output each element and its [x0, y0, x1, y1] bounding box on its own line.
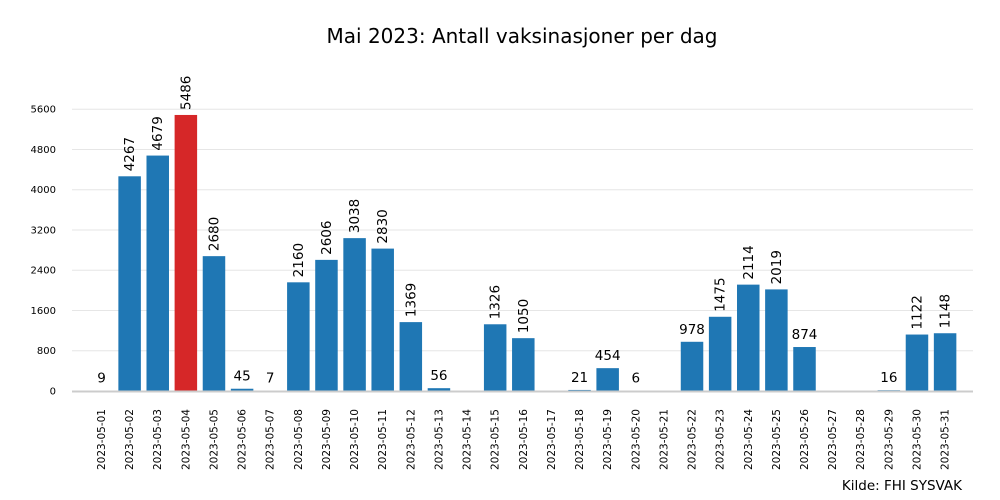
x-tick-label-2023-05-22: 2023-05-22	[687, 409, 699, 470]
value-label-2023-05-06: 45	[234, 369, 251, 385]
value-label-2023-05-29: 16	[880, 370, 897, 386]
bar-2023-05-15	[483, 324, 507, 391]
x-tick-label-2023-05-10: 2023-05-10	[349, 409, 361, 470]
value-label-2023-05-18: 21	[571, 370, 588, 386]
x-tick-label-2023-05-13: 2023-05-13	[433, 409, 445, 470]
value-label-2023-05-15: 1326	[488, 285, 504, 319]
bar-2023-05-06	[230, 388, 254, 391]
bar-2023-05-22	[680, 341, 704, 391]
x-tick-label-2023-05-11: 2023-05-11	[377, 409, 389, 470]
x-tick-label-2023-05-09: 2023-05-09	[321, 409, 333, 470]
value-label-2023-05-22: 978	[679, 322, 705, 338]
bar-2023-05-25	[765, 289, 788, 391]
chart-title: Mai 2023: Antall vaksinasjoner per dag	[327, 24, 718, 48]
value-label-2023-05-19: 454	[595, 348, 621, 364]
bar-2023-05-31	[933, 333, 957, 391]
value-label-2023-05-10: 3038	[347, 199, 363, 233]
value-labels: 9 4267 4679 5486 2680 45 7 2160 2606 3038 2830 1369…	[97, 76, 953, 387]
x-tick-label-2023-05-04: 2023-05-04	[180, 409, 192, 470]
source-note: Kilde: FHI SYSVAK	[842, 478, 963, 494]
value-label-2023-05-12: 1369	[403, 283, 419, 317]
value-label-2023-05-03: 4679	[150, 116, 166, 150]
bar-2023-05-10	[343, 238, 366, 391]
value-label-2023-05-16: 1050	[516, 299, 532, 333]
x-tick-label-2023-05-03: 2023-05-03	[152, 409, 164, 470]
value-label-2023-05-26: 874	[792, 327, 818, 343]
bar-2023-05-26	[793, 347, 816, 391]
bar-2023-05-05	[202, 256, 226, 391]
x-tick-label-2023-05-15: 2023-05-15	[490, 409, 502, 470]
bar-2023-05-09	[315, 259, 338, 391]
x-tick-label-2023-05-30: 2023-05-30	[911, 409, 923, 470]
bar-2023-05-08	[287, 282, 310, 391]
x-tick-label-2023-05-07: 2023-05-07	[265, 409, 277, 470]
value-label-2023-05-25: 2019	[769, 250, 785, 284]
x-tick-label-2023-05-02: 2023-05-02	[124, 409, 136, 470]
value-label-2023-05-05: 2680	[206, 217, 222, 251]
value-label-2023-05-11: 2830	[375, 209, 391, 243]
value-label-2023-05-30: 1122	[909, 295, 925, 329]
x-tick-label-2023-05-14: 2023-05-14	[462, 409, 474, 470]
value-label-2023-05-07: 7	[266, 371, 275, 387]
y-tick-label: 5600	[31, 105, 56, 116]
bar-2023-05-19	[596, 368, 619, 391]
value-label-2023-05-24: 2114	[741, 245, 757, 279]
value-label-2023-05-13: 56	[430, 368, 447, 384]
y-tick-label: 4800	[31, 145, 56, 156]
value-label-2023-05-31: 1148	[938, 294, 954, 328]
y-axis-ticks: 0 800 1600 2400 3200 4000 4800 5600	[31, 105, 56, 398]
x-tick-label-2023-05-05: 2023-05-05	[208, 409, 220, 470]
x-tick-label-2023-05-08: 2023-05-08	[293, 409, 305, 470]
x-axis-ticks: 2023-05-01 2023-05-02 2023-05-03 2023-05-04…	[96, 409, 952, 470]
y-tick-label: 800	[37, 346, 56, 357]
x-tick-label-2023-05-27: 2023-05-27	[827, 409, 839, 470]
x-tick-label-2023-05-12: 2023-05-12	[405, 409, 417, 470]
bar-2023-05-18	[568, 389, 591, 391]
value-label-2023-05-04: 5486	[178, 76, 194, 110]
x-tick-label-2023-05-18: 2023-05-18	[574, 409, 586, 470]
y-tick-label: 4000	[31, 185, 56, 196]
x-tick-label-2023-05-19: 2023-05-19	[602, 409, 614, 470]
x-tick-label-2023-05-24: 2023-05-24	[743, 409, 755, 470]
x-tick-label-2023-05-25: 2023-05-25	[771, 409, 783, 470]
bar-2023-05-16	[512, 338, 535, 391]
x-tick-label-2023-05-23: 2023-05-23	[715, 409, 727, 470]
x-tick-label-2023-05-16: 2023-05-16	[518, 409, 530, 470]
y-tick-label: 1600	[31, 306, 56, 317]
value-label-2023-05-02: 4267	[122, 137, 138, 171]
x-tick-label-2023-05-28: 2023-05-28	[855, 409, 867, 470]
bar-2023-05-02	[118, 176, 141, 391]
value-label-2023-05-01: 9	[97, 371, 106, 387]
bars	[90, 114, 957, 392]
y-tick-label: 0	[50, 387, 56, 398]
y-tick-label: 2400	[31, 266, 56, 277]
x-tick-label-2023-05-31: 2023-05-31	[940, 409, 952, 470]
x-tick-label-2023-05-01: 2023-05-01	[96, 409, 108, 470]
bar-2023-05-24	[737, 284, 760, 391]
bar-2023-05-13	[427, 388, 451, 391]
x-tick-label-2023-05-20: 2023-05-20	[630, 409, 642, 470]
value-label-2023-05-20: 6	[631, 371, 640, 387]
value-label-2023-05-08: 2160	[291, 243, 307, 277]
bar-2023-05-30	[905, 334, 929, 391]
bar-2023-05-03	[146, 155, 169, 391]
bar-2023-05-23	[708, 316, 732, 391]
x-tick-label-2023-05-29: 2023-05-29	[883, 409, 895, 470]
value-label-2023-05-09: 2606	[319, 221, 335, 255]
x-tick-label-2023-05-26: 2023-05-26	[799, 409, 811, 470]
y-tick-label: 3200	[31, 225, 56, 236]
bar-2023-05-11	[371, 248, 394, 391]
value-label-2023-05-23: 1475	[713, 277, 729, 311]
x-tick-label-2023-05-06: 2023-05-06	[237, 409, 249, 470]
x-tick-label-2023-05-21: 2023-05-21	[658, 409, 670, 470]
bar-2023-05-12	[399, 322, 423, 391]
bar-2023-05-04	[174, 114, 198, 392]
x-tick-label-2023-05-17: 2023-05-17	[546, 409, 558, 470]
